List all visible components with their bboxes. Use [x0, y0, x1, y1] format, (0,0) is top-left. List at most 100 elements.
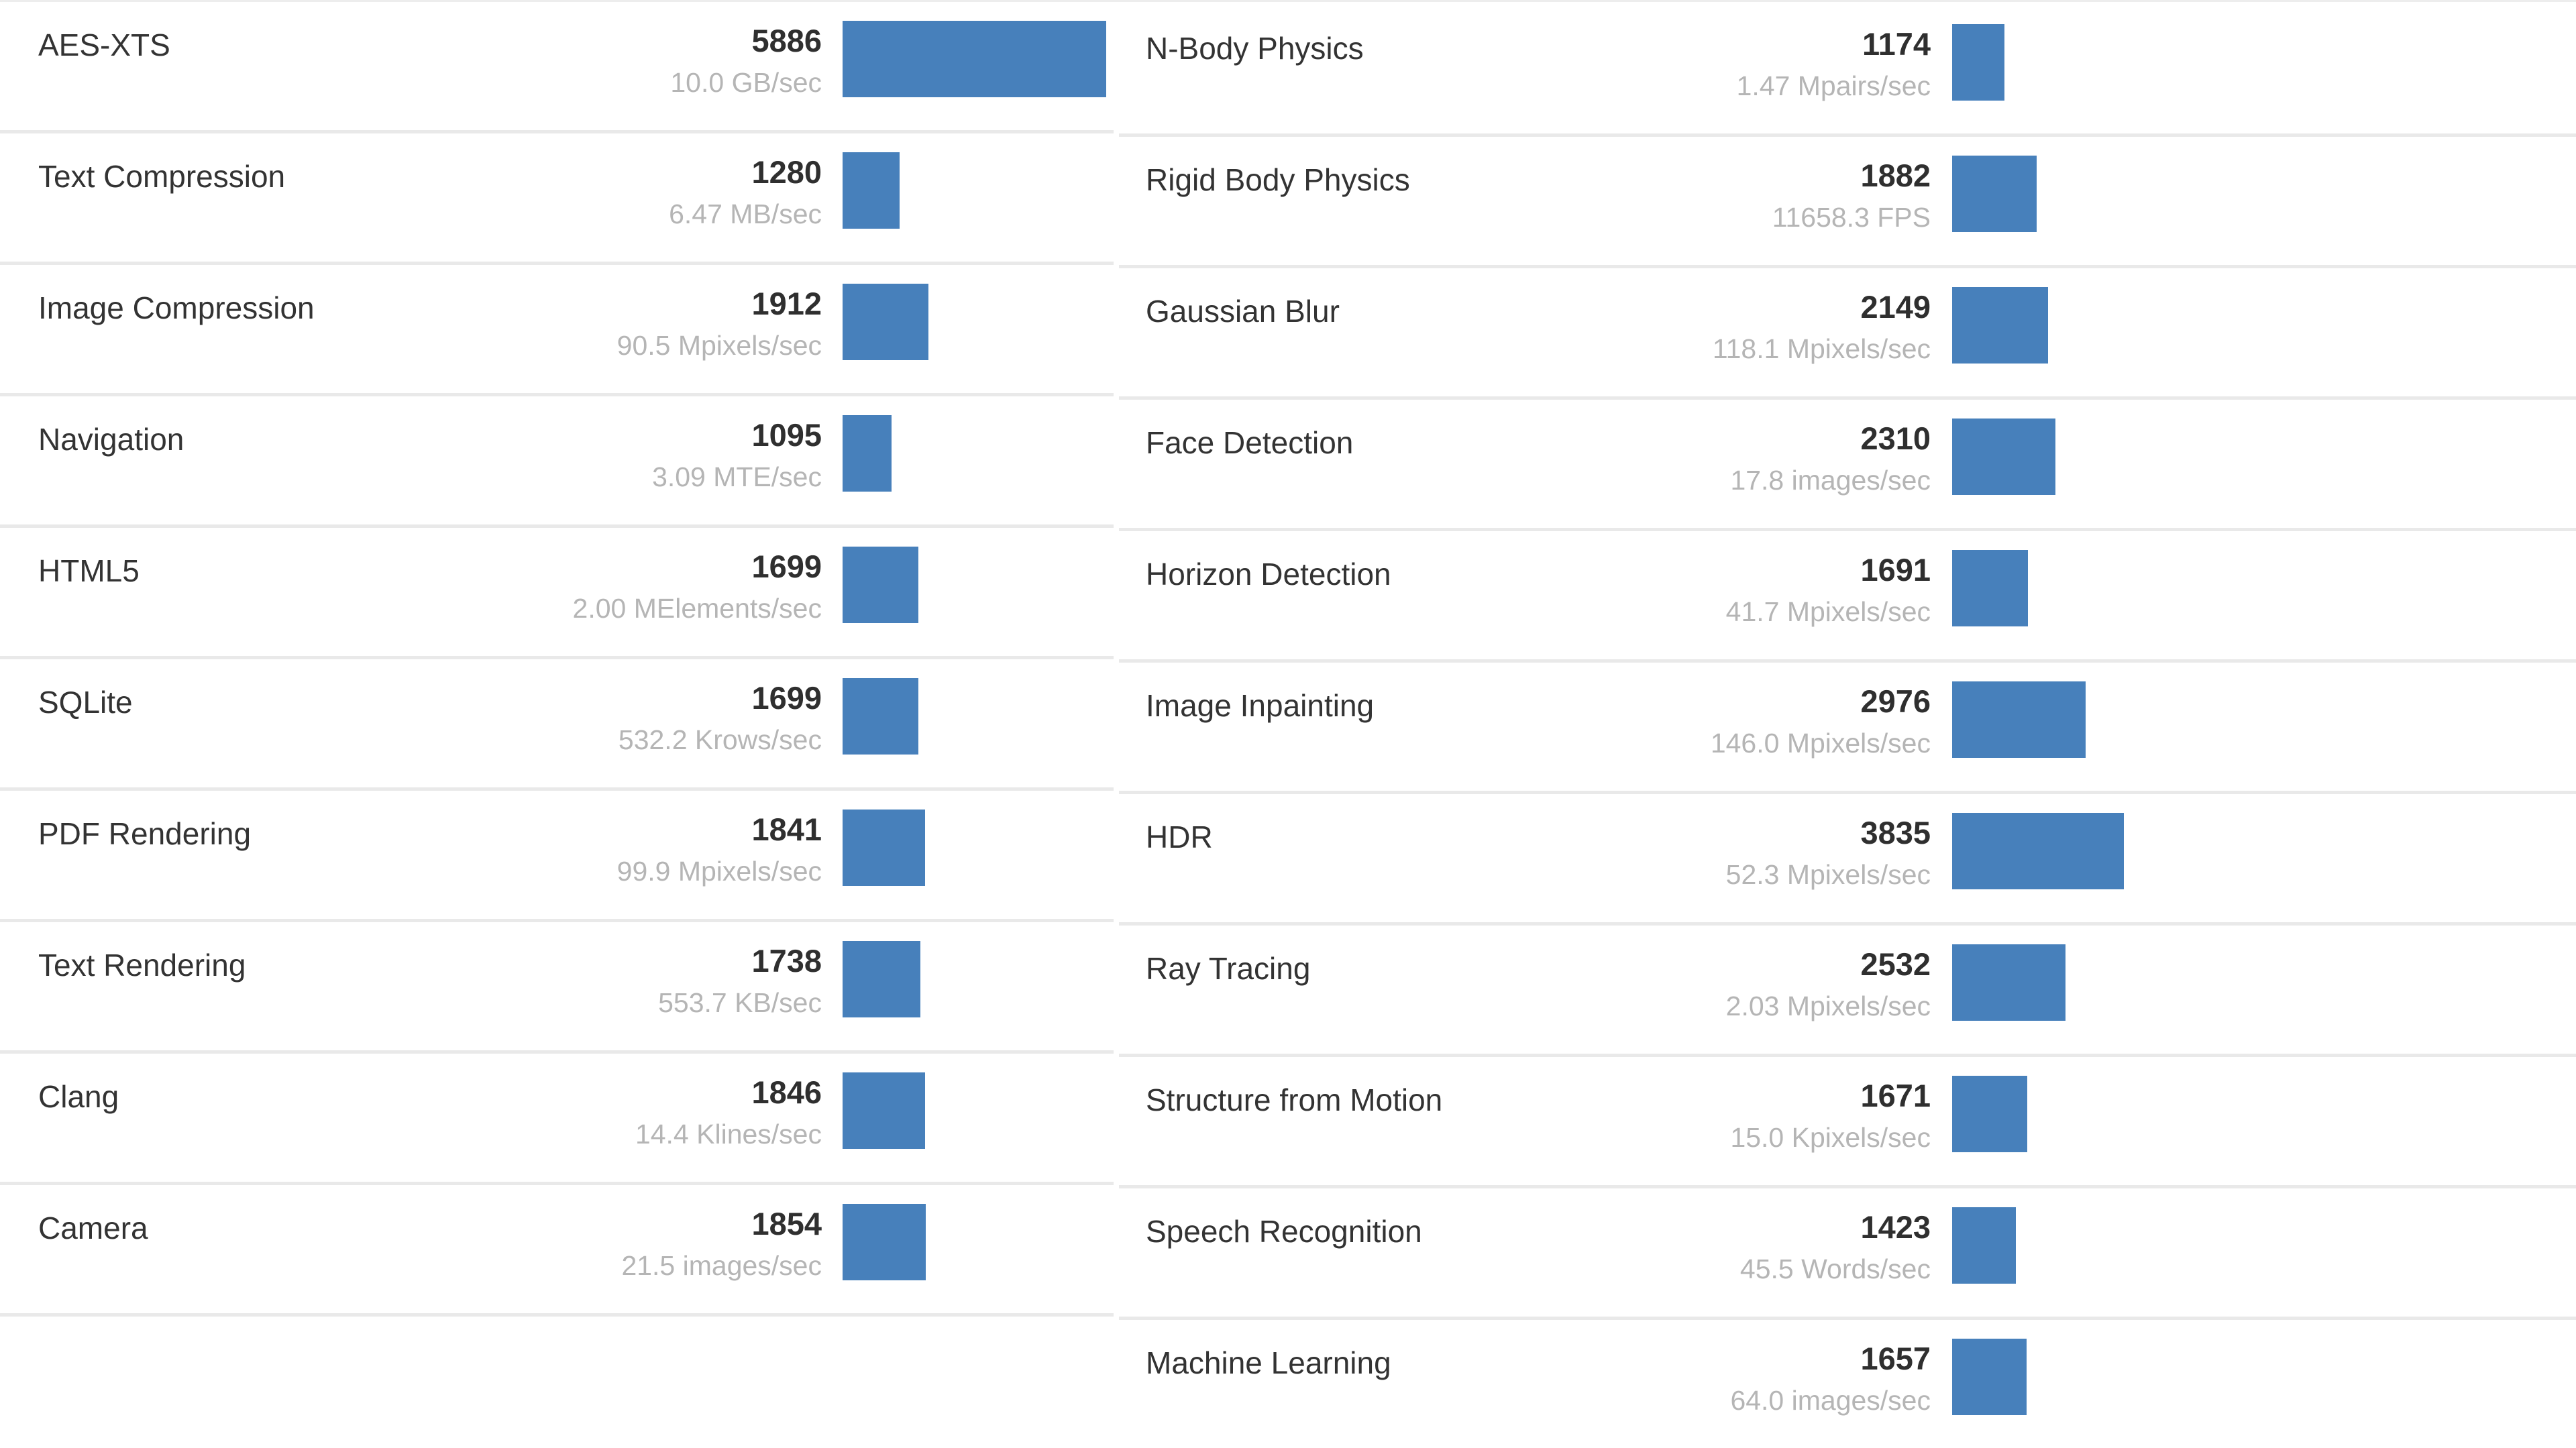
- benchmark-row: Camera 1854 21.5 images/sec: [0, 1185, 1114, 1317]
- score-bar-track: [1952, 1076, 2216, 1152]
- benchmark-row: AES-XTS 5886 10.0 GB/sec: [0, 2, 1114, 133]
- benchmark-throughput: 146.0 Mpixels/sec: [1710, 728, 1931, 759]
- score-bar-track: [843, 152, 1106, 229]
- benchmark-name: HDR: [1146, 820, 1213, 854]
- benchmark-metrics: 1699 2.00 MElements/sec: [0, 548, 822, 625]
- benchmark-metrics: 1691 41.7 Mpixels/sec: [1119, 551, 1931, 628]
- score-bar: [1952, 24, 2005, 101]
- score-bar: [1952, 681, 2086, 758]
- benchmark-score: 1657: [1860, 1341, 1931, 1376]
- benchmark-row: Clang 1846 14.4 Klines/sec: [0, 1054, 1114, 1185]
- benchmark-name: Camera: [38, 1211, 148, 1245]
- benchmark-row: Face Detection 2310 17.8 images/sec: [1119, 400, 2576, 531]
- benchmark-row: Gaussian Blur 2149 118.1 Mpixels/sec: [1119, 268, 2576, 400]
- score-bar-track: [1952, 1339, 2216, 1415]
- benchmark-name: N-Body Physics: [1146, 31, 1364, 66]
- benchmark-row: Image Compression 1912 90.5 Mpixels/sec: [0, 265, 1114, 396]
- benchmark-name: Structure from Motion: [1146, 1082, 1443, 1117]
- benchmark-score: 3835: [1860, 815, 1931, 850]
- benchmark-name: Image Compression: [38, 290, 315, 325]
- benchmark-score: 1671: [1860, 1078, 1931, 1113]
- benchmark-score: 1882: [1860, 158, 1931, 193]
- benchmark-throughput: 17.8 images/sec: [1730, 465, 1931, 496]
- score-bar: [1952, 156, 2037, 232]
- benchmark-metrics: 1095 3.09 MTE/sec: [0, 416, 822, 494]
- benchmark-score: 2310: [1860, 421, 1931, 456]
- benchmark-throughput: 99.9 Mpixels/sec: [616, 856, 822, 887]
- benchmark-score: 1912: [751, 286, 822, 321]
- benchmark-row: Text Compression 1280 6.47 MB/sec: [0, 133, 1114, 265]
- benchmark-score: 1691: [1860, 552, 1931, 588]
- benchmark-throughput: 2.00 MElements/sec: [572, 593, 822, 624]
- score-bar-track: [843, 1072, 1106, 1149]
- benchmark-name: Text Compression: [38, 159, 286, 194]
- score-bar: [843, 415, 892, 492]
- benchmark-score: 5886: [751, 23, 822, 58]
- benchmark-throughput: 14.4 Klines/sec: [635, 1119, 822, 1150]
- score-bar-track: [1952, 24, 2216, 101]
- score-bar: [843, 941, 921, 1017]
- score-bar: [843, 1204, 926, 1280]
- benchmark-throughput: 118.1 Mpixels/sec: [1712, 333, 1931, 364]
- score-bar-track: [843, 810, 1106, 886]
- benchmark-row: PDF Rendering 1841 99.9 Mpixels/sec: [0, 791, 1114, 922]
- benchmark-score: 1174: [1862, 26, 1931, 62]
- score-bar: [843, 284, 928, 360]
- score-bar: [1952, 813, 2125, 889]
- benchmark-score: 1423: [1860, 1209, 1931, 1245]
- benchmark-metrics: 1882 11658.3 FPS: [1119, 157, 1931, 234]
- benchmark-name: AES-XTS: [38, 27, 170, 62]
- benchmark-name: HTML5: [38, 553, 140, 588]
- benchmark-throughput: 10.0 GB/sec: [670, 67, 822, 98]
- score-bar: [843, 152, 900, 229]
- benchmark-score: 1841: [751, 812, 822, 847]
- benchmark-metrics: 1699 532.2 Krows/sec: [0, 679, 822, 757]
- benchmark-name: Gaussian Blur: [1146, 294, 1340, 329]
- benchmark-throughput: 1.47 Mpairs/sec: [1736, 70, 1931, 101]
- score-bar: [1952, 287, 2049, 364]
- benchmark-column-left: AES-XTS 5886 10.0 GB/sec Text Compressio…: [0, 2, 1114, 1317]
- benchmark-row: Navigation 1095 3.09 MTE/sec: [0, 396, 1114, 528]
- score-bar: [843, 810, 925, 886]
- benchmark-score: 1699: [751, 680, 822, 716]
- benchmark-score: 2532: [1860, 946, 1931, 982]
- benchmark-row: Speech Recognition 1423 45.5 Words/sec: [1119, 1188, 2576, 1320]
- benchmark-throughput: 532.2 Krows/sec: [618, 724, 822, 755]
- benchmark-name: SQLite: [38, 685, 133, 720]
- benchmark-row: Rigid Body Physics 1882 11658.3 FPS: [1119, 137, 2576, 268]
- score-bar: [843, 1072, 926, 1149]
- score-bar: [1952, 1207, 2016, 1284]
- benchmark-name: Image Inpainting: [1146, 688, 1375, 723]
- score-bar: [843, 547, 919, 623]
- benchmark-score: 1738: [751, 943, 822, 979]
- benchmark-row: Structure from Motion 1671 15.0 Kpixels/…: [1119, 1057, 2576, 1188]
- benchmark-throughput: 553.7 KB/sec: [658, 987, 822, 1018]
- score-bar-track: [1952, 419, 2216, 495]
- score-bar-track: [843, 941, 1106, 1017]
- benchmark-row: SQLite 1699 532.2 Krows/sec: [0, 659, 1114, 791]
- benchmark-score: 2976: [1860, 683, 1931, 719]
- benchmark-throughput: 90.5 Mpixels/sec: [616, 330, 822, 361]
- benchmark-row: Image Inpainting 2976 146.0 Mpixels/sec: [1119, 663, 2576, 794]
- benchmark-metrics: 1846 14.4 Klines/sec: [0, 1074, 822, 1151]
- benchmark-column-right: N-Body Physics 1174 1.47 Mpairs/sec Rigi…: [1119, 5, 2576, 1448]
- benchmark-score: 1095: [751, 417, 822, 453]
- benchmark-throughput: 2.03 Mpixels/sec: [1725, 991, 1931, 1021]
- benchmark-name: Clang: [38, 1079, 119, 1114]
- benchmark-name: Machine Learning: [1146, 1345, 1391, 1380]
- benchmark-name: PDF Rendering: [38, 816, 252, 851]
- benchmark-row: HTML5 1699 2.00 MElements/sec: [0, 528, 1114, 659]
- benchmark-throughput: 64.0 images/sec: [1730, 1385, 1931, 1416]
- benchmark-name: Ray Tracing: [1146, 951, 1311, 986]
- score-bar-track: [843, 1204, 1106, 1280]
- benchmark-score: 1699: [751, 549, 822, 584]
- score-bar-track: [843, 21, 1106, 97]
- benchmark-score: 1854: [751, 1206, 822, 1241]
- score-bar-track: [843, 415, 1106, 492]
- benchmark-row: N-Body Physics 1174 1.47 Mpairs/sec: [1119, 5, 2576, 137]
- benchmark-metrics: 1854 21.5 images/sec: [0, 1205, 822, 1282]
- benchmark-row: Text Rendering 1738 553.7 KB/sec: [0, 922, 1114, 1054]
- benchmark-score: 1280: [751, 154, 822, 190]
- score-bar-track: [1952, 681, 2216, 758]
